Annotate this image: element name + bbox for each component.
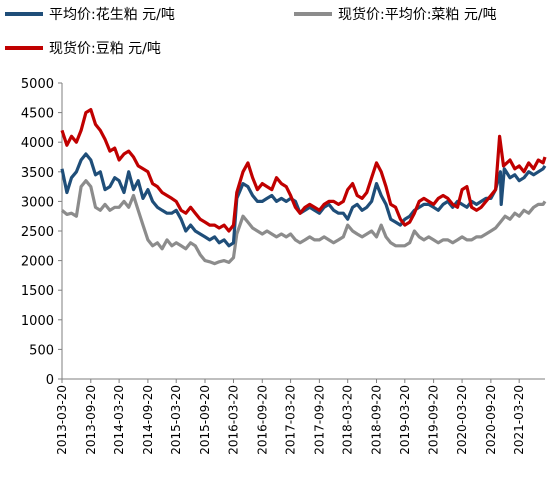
- legend-label-2: 现货价:豆粕 元/吨: [49, 40, 161, 57]
- y-tick-label: 5000: [21, 77, 54, 92]
- series-line-2: [60, 108, 547, 233]
- x-tick-label: 2013-09-20: [84, 385, 98, 455]
- x-tick-label: 2013-03-20: [55, 385, 69, 455]
- legend-label-0: 平均价:花生粕 元/吨: [49, 7, 175, 23]
- y-tick-label: 4000: [21, 136, 54, 151]
- y-tick-label: 3500: [21, 166, 54, 181]
- x-tick-label: 2020-09-20: [484, 385, 498, 455]
- y-tick-label: 4500: [21, 107, 54, 122]
- x-tick-label: 2021-03-20: [512, 385, 526, 455]
- y-tick-label: 500: [29, 343, 54, 358]
- x-tick-label: 2015-09-20: [198, 385, 212, 455]
- x-tick-label: 2016-09-20: [255, 385, 269, 455]
- y-tick-label: 0: [46, 373, 54, 388]
- x-tick-label: 2016-03-20: [226, 385, 240, 455]
- y-tick-label: 2000: [21, 255, 54, 270]
- plot-lines: [60, 108, 547, 266]
- x-axis: 2013-03-20 2013-09-20 2014-03-20 2014-09-20…: [55, 378, 545, 455]
- x-tick-label: 2017-09-20: [312, 385, 326, 455]
- y-tick-label: 2500: [21, 225, 54, 240]
- x-tick-label: 2014-09-20: [141, 385, 155, 455]
- y-tick-label: 3000: [21, 195, 54, 210]
- x-tick-label: 2015-03-20: [169, 385, 183, 455]
- y-tick-label: 1500: [21, 284, 54, 299]
- series-line-1: [60, 179, 547, 266]
- x-tick-label: 2018-03-20: [341, 385, 355, 455]
- x-tick-label: 2014-03-20: [112, 385, 126, 455]
- x-tick-label: 2018-09-20: [369, 385, 383, 455]
- x-tick-label: 2019-09-20: [427, 385, 441, 455]
- x-tick-label: 2020-03-20: [455, 385, 469, 455]
- y-tick-label: 1000: [21, 314, 54, 329]
- legend-label-1: 现货价:平均价:菜粕 元/吨: [338, 6, 497, 23]
- y-axis: 0 500 1000 1500 2000 2500 3000 3500 4000 4500 5000: [21, 77, 63, 388]
- x-tick-label: 2017-03-20: [284, 385, 298, 455]
- x-tick-label: 2019-03-20: [398, 385, 412, 455]
